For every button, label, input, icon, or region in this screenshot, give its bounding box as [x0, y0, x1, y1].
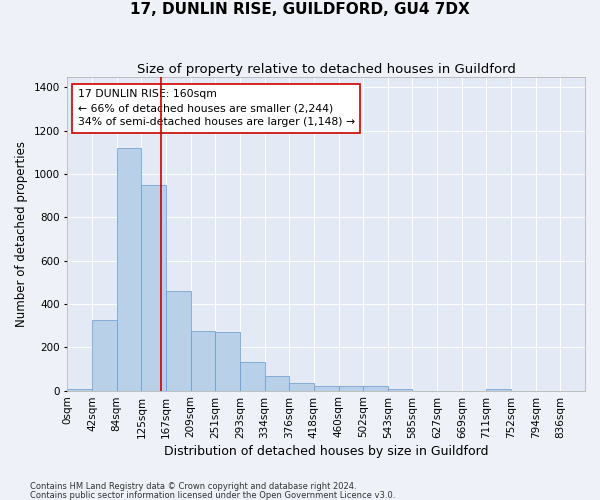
Bar — [314, 386, 338, 390]
Bar — [215, 332, 240, 390]
Text: 17, DUNLIN RISE, GUILDFORD, GU4 7DX: 17, DUNLIN RISE, GUILDFORD, GU4 7DX — [130, 2, 470, 18]
Bar — [289, 383, 314, 390]
X-axis label: Distribution of detached houses by size in Guildford: Distribution of detached houses by size … — [164, 444, 488, 458]
Bar — [142, 185, 166, 390]
Bar — [166, 291, 191, 390]
Text: 17 DUNLIN RISE: 160sqm
← 66% of detached houses are smaller (2,244)
34% of semi-: 17 DUNLIN RISE: 160sqm ← 66% of detached… — [78, 89, 355, 127]
Y-axis label: Number of detached properties: Number of detached properties — [15, 140, 28, 326]
Bar — [191, 331, 215, 390]
Text: Contains HM Land Registry data © Crown copyright and database right 2024.: Contains HM Land Registry data © Crown c… — [30, 482, 356, 491]
Bar — [265, 376, 289, 390]
Bar — [117, 148, 142, 390]
Text: Contains public sector information licensed under the Open Government Licence v3: Contains public sector information licen… — [30, 490, 395, 500]
Bar — [363, 386, 388, 390]
Title: Size of property relative to detached houses in Guildford: Size of property relative to detached ho… — [137, 62, 515, 76]
Bar — [338, 386, 363, 390]
Bar — [240, 362, 265, 390]
Bar — [92, 320, 117, 390]
